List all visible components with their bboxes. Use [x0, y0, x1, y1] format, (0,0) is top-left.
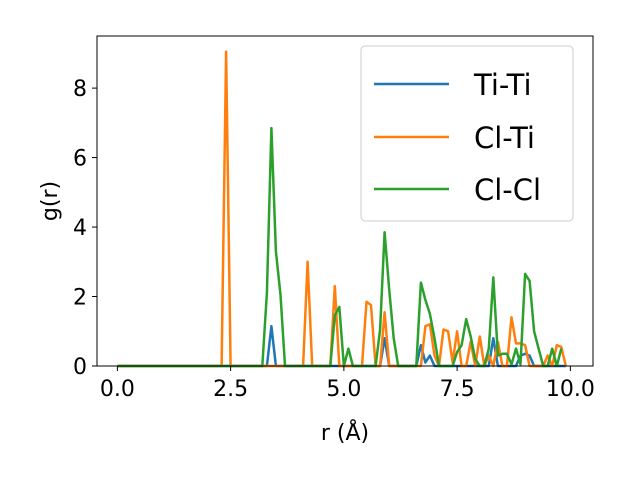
y-tick-label: 8 — [73, 77, 87, 102]
legend-frame — [360, 45, 574, 222]
x-tick-label: 10.0 — [546, 377, 595, 402]
legend: Ti-Ti Cl-Ti Cl-Cl — [360, 45, 574, 222]
y-tick-label: 0 — [73, 355, 87, 380]
y-tick-label: 4 — [73, 216, 87, 241]
legend-label-ti-ti: Ti-Ti — [473, 68, 532, 102]
y-tick-label: 6 — [73, 147, 87, 172]
series-line-cl-ti — [117, 50, 568, 368]
x-tick-label: 0.0 — [100, 377, 135, 402]
x-tick-label: 7.5 — [440, 377, 475, 402]
x-tick-label: 5.0 — [326, 377, 361, 402]
x-axis-label: r (Å) — [321, 419, 369, 446]
x-tick-label: 2.5 — [213, 377, 248, 402]
legend-label-cl-cl: Cl-Cl — [474, 173, 541, 207]
y-axis-label: g(r) — [38, 181, 63, 221]
ticks-layer: 0.0 2.5 5.0 7.5 10.0 0 2 4 6 8 — [73, 77, 595, 402]
y-tick-label: 2 — [73, 286, 87, 311]
legend-label-cl-ti: Cl-Ti — [474, 121, 535, 155]
plot-frame — [96, 35, 594, 367]
